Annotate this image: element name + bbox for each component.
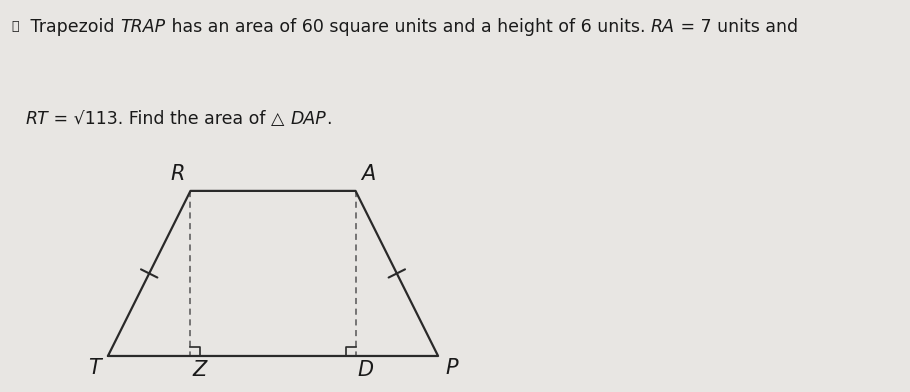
Text: = √113. Find the area of △: = √113. Find the area of △ bbox=[48, 110, 290, 128]
Text: T: T bbox=[88, 358, 101, 378]
Text: Z: Z bbox=[193, 359, 207, 379]
Text: D: D bbox=[358, 359, 374, 379]
Text: has an area of 60 square units and a height of 6 units.: has an area of 60 square units and a hei… bbox=[166, 18, 651, 36]
Text: Ⓞ: Ⓞ bbox=[11, 20, 18, 33]
Text: TRAP: TRAP bbox=[120, 18, 166, 36]
Text: RA: RA bbox=[651, 18, 674, 36]
Text: P: P bbox=[445, 358, 458, 378]
Text: R: R bbox=[170, 164, 185, 184]
Text: = 7 units and: = 7 units and bbox=[674, 18, 798, 36]
Text: Trapezoid: Trapezoid bbox=[25, 18, 120, 36]
Text: RT: RT bbox=[25, 110, 48, 128]
Text: DAP: DAP bbox=[290, 110, 326, 128]
Text: .: . bbox=[326, 110, 331, 128]
Text: A: A bbox=[361, 164, 375, 184]
